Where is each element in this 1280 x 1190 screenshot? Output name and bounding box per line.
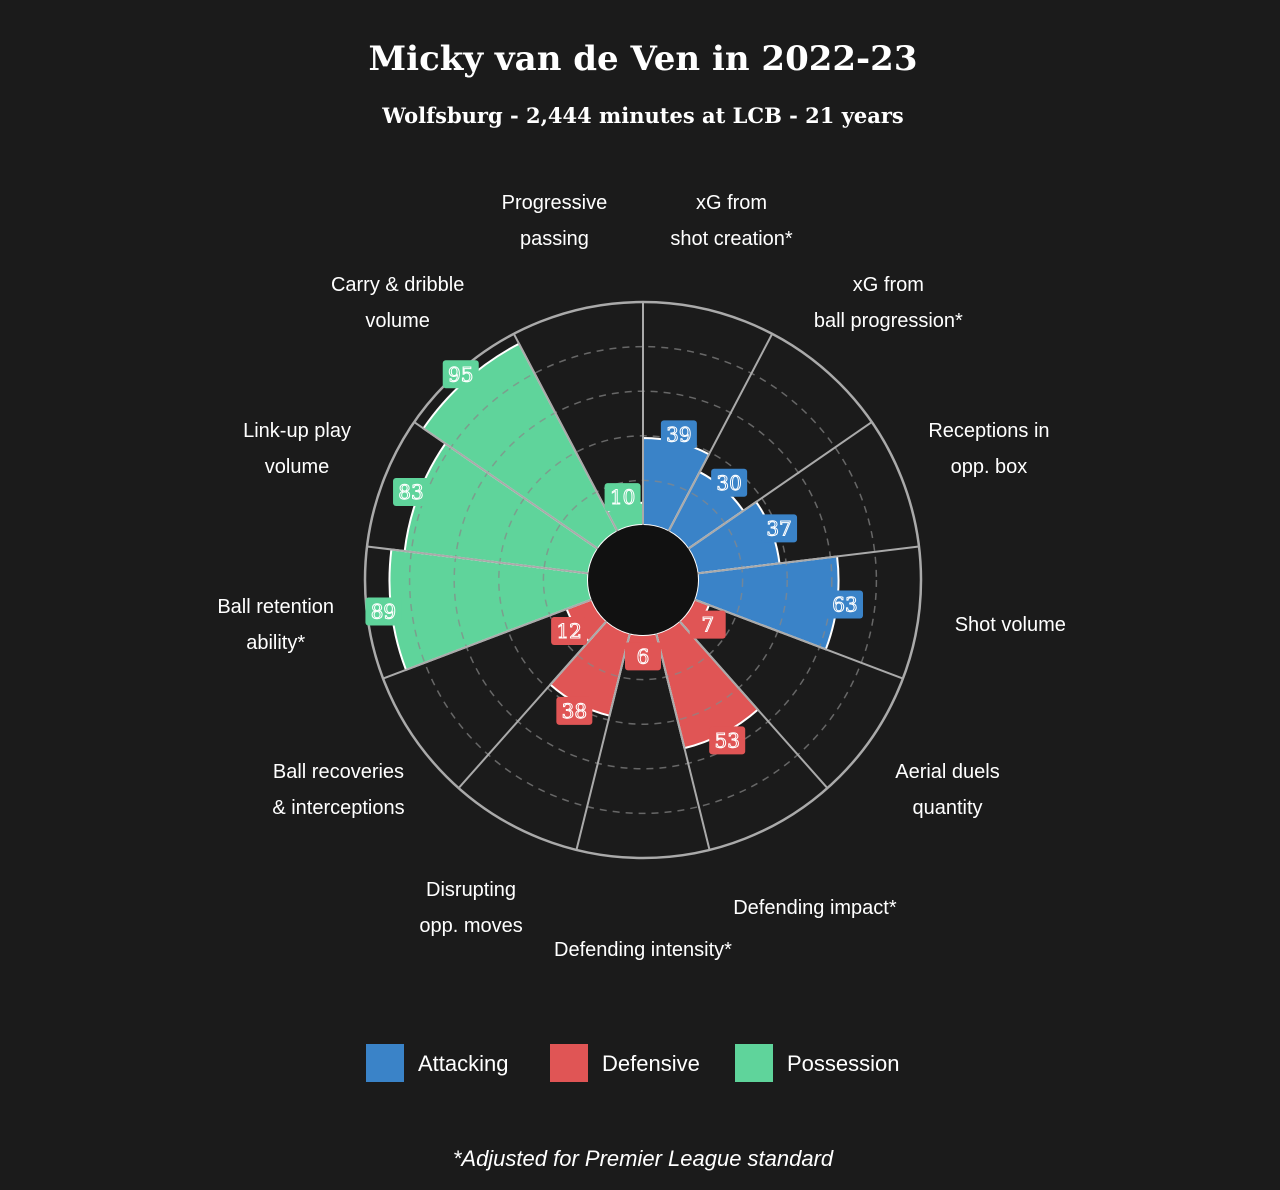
spoke xyxy=(697,545,920,575)
legend-label: Attacking xyxy=(418,1051,509,1076)
category-label: Shot volume xyxy=(954,613,1066,636)
category-label: Ball recoveries & interceptions xyxy=(272,761,405,820)
value-label: 39 xyxy=(666,422,691,446)
category-label: Progressive passing xyxy=(501,191,608,250)
value-label-box xyxy=(551,616,588,645)
value-label: 63 xyxy=(832,593,857,617)
value-label-box xyxy=(660,420,697,449)
value-label: 6 xyxy=(637,644,650,668)
value-label: 53 xyxy=(714,728,739,752)
value-label-box xyxy=(442,360,479,389)
value-label: 7 xyxy=(701,613,714,637)
value-label-box xyxy=(393,478,430,507)
category-label: Defending impact* xyxy=(733,896,897,919)
category-label: Link-up play volume xyxy=(243,419,351,478)
value-label-box xyxy=(761,514,798,543)
value-label: 37 xyxy=(766,516,791,540)
spoke xyxy=(512,333,619,532)
value-label-box xyxy=(604,483,641,512)
spoke xyxy=(457,620,608,789)
legend-swatch xyxy=(735,1044,773,1082)
legend-label: Possession xyxy=(787,1051,900,1076)
spoke xyxy=(687,421,873,550)
spoke xyxy=(694,598,904,680)
spoke xyxy=(382,598,592,680)
value-label-box xyxy=(711,468,748,497)
category-label: xG from shot creation* xyxy=(670,191,793,250)
category-label: Disrupting opp. moves xyxy=(419,878,523,937)
value-label: 10 xyxy=(610,485,635,509)
category-label: Receptions in opp. box xyxy=(928,419,1050,478)
value-label-box xyxy=(827,590,864,619)
spoke xyxy=(366,545,589,575)
value-label: 89 xyxy=(371,600,396,624)
value-label-box xyxy=(556,696,593,725)
category-label: Aerial duels quantity xyxy=(895,761,1000,820)
spoke xyxy=(655,633,711,851)
chart-subtitle: Wolfsburg - 2,444 minutes at LCB - 21 ye… xyxy=(381,103,904,128)
legend-swatch xyxy=(550,1044,588,1082)
value-label: 38 xyxy=(562,699,587,723)
spoke xyxy=(575,633,631,851)
value-label: 83 xyxy=(398,480,423,504)
center-hole xyxy=(588,525,698,635)
footnote: *Adjusted for Premier League standard xyxy=(453,1146,834,1171)
value-label: 30 xyxy=(716,471,741,495)
value-label-box xyxy=(689,610,726,639)
value-label-box xyxy=(625,642,661,671)
value-label: 12 xyxy=(556,619,581,643)
value-label-box xyxy=(709,726,746,755)
outer-ring xyxy=(363,300,923,860)
category-label: Ball retention ability* xyxy=(217,595,335,654)
spoke xyxy=(678,620,829,789)
legend-label: Defensive xyxy=(602,1051,700,1076)
value-label: 95 xyxy=(448,362,473,386)
category-label: Defending intensity* xyxy=(554,939,732,961)
legend-swatch xyxy=(366,1044,404,1082)
category-label: Carry & dribble volume xyxy=(330,274,465,333)
chart-title: Micky van de Ven in 2022-23 xyxy=(369,39,918,79)
value-label-box xyxy=(365,597,402,626)
spoke xyxy=(413,421,599,550)
grid-ring xyxy=(408,345,878,815)
spoke xyxy=(667,333,774,532)
category-label: xG from ball progression* xyxy=(813,274,963,333)
